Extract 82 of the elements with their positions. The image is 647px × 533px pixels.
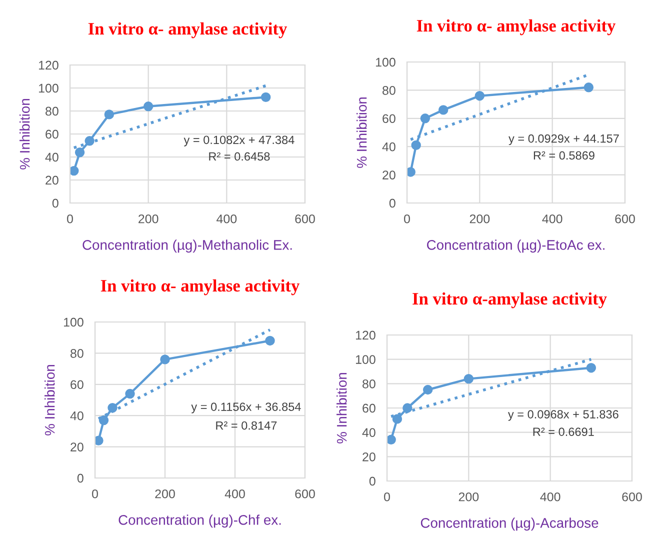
point bbox=[160, 354, 170, 364]
y-tick-label: 0 bbox=[389, 198, 396, 208]
y-tick-label: 60 bbox=[362, 404, 376, 413]
chart-title: In vitro α- amylase activity bbox=[100, 279, 300, 296]
x-tick-label: 400 bbox=[540, 492, 560, 502]
y-tick-label: 40 bbox=[70, 411, 84, 420]
y-tick-label: 20 bbox=[46, 176, 58, 185]
point bbox=[464, 374, 474, 384]
point bbox=[402, 403, 412, 413]
point bbox=[98, 415, 109, 426]
annotation: y = 0.1156x + 36.854 bbox=[191, 402, 301, 414]
point bbox=[474, 90, 485, 101]
x-tick-label: 0 bbox=[404, 214, 410, 224]
y-tick-label: 60 bbox=[70, 380, 84, 390]
point bbox=[95, 436, 104, 446]
y-tick-label: 80 bbox=[46, 106, 58, 116]
point bbox=[420, 114, 430, 124]
annotation: R² = 0.6458 bbox=[209, 152, 270, 161]
point bbox=[125, 388, 135, 399]
point bbox=[387, 434, 396, 444]
y-tick-label: 40 bbox=[362, 428, 376, 437]
point bbox=[108, 402, 118, 413]
point bbox=[104, 110, 114, 120]
point bbox=[584, 82, 594, 92]
x-tick-label: 200 bbox=[458, 492, 479, 502]
x-axis-title: Concentration (µg)-Acarbose bbox=[420, 518, 598, 531]
annotation: R² = 0.5869 bbox=[534, 151, 594, 160]
y-axis-title: % Inhibition bbox=[44, 365, 55, 436]
chart-title: In vitro α-amylase activity bbox=[412, 292, 607, 308]
point bbox=[74, 148, 85, 158]
annotation: y = 0.0968x + 51.836 bbox=[508, 410, 618, 421]
point bbox=[265, 336, 275, 346]
y-tick-label: 40 bbox=[382, 142, 396, 152]
y-tick-label: 80 bbox=[362, 379, 376, 388]
y-tick-label: 100 bbox=[64, 318, 84, 327]
y-tick-label: 100 bbox=[38, 84, 58, 93]
y-axis-title: % Inhibition bbox=[356, 98, 367, 168]
x-tick-label: 600 bbox=[295, 489, 315, 498]
x-axis-title: Concentration (µg)-Chf ex. bbox=[118, 514, 281, 528]
point bbox=[143, 102, 154, 112]
y-tick-label: 120 bbox=[38, 60, 58, 70]
x-axis-title: Concentration (µg)-Methanolic Ex. bbox=[82, 240, 292, 253]
y-tick-label: 60 bbox=[46, 130, 58, 139]
x-tick-label: 400 bbox=[216, 214, 237, 224]
x-tick-label: 0 bbox=[92, 489, 98, 498]
chart-title: In vitro α- amylase activity bbox=[88, 22, 288, 38]
y-tick-label: 100 bbox=[356, 355, 376, 364]
y-axis-title: % Inhibition bbox=[336, 373, 347, 444]
y-tick-label: 80 bbox=[382, 86, 396, 95]
point bbox=[392, 414, 402, 424]
point bbox=[70, 166, 79, 176]
x-tick-label: 200 bbox=[138, 214, 158, 224]
annotation: R² = 0.6691 bbox=[533, 428, 594, 436]
x-tick-label: 600 bbox=[622, 492, 642, 502]
y-axis-title: % Inhibition bbox=[20, 99, 30, 170]
x-axis-title: Concentration (µg)-EtoAc ex. bbox=[427, 240, 604, 253]
point bbox=[586, 362, 596, 373]
y-tick-label: 40 bbox=[45, 152, 58, 162]
y-tick-label: 80 bbox=[70, 349, 84, 358]
annotation: y = 0.0929x + 44.157 bbox=[508, 134, 619, 146]
y-tick-label: 0 bbox=[77, 474, 84, 483]
y-tick-label: 20 bbox=[382, 170, 396, 180]
x-tick-label: 400 bbox=[224, 489, 245, 498]
y-tick-label: 20 bbox=[362, 452, 376, 462]
y-tick-label: 0 bbox=[369, 476, 376, 486]
point bbox=[411, 140, 421, 150]
point bbox=[260, 92, 271, 102]
x-tick-label: 600 bbox=[615, 214, 635, 224]
x-tick-label: 600 bbox=[295, 214, 315, 224]
point bbox=[422, 384, 433, 395]
y-tick-label: 60 bbox=[382, 114, 396, 124]
chart-title: In vitro α- amylase activity bbox=[416, 19, 616, 36]
point bbox=[438, 105, 448, 115]
y-tick-label: 0 bbox=[52, 198, 58, 208]
y-tick-label: 100 bbox=[376, 58, 396, 67]
x-tick-label: 200 bbox=[470, 214, 490, 224]
y-tick-label: 20 bbox=[70, 442, 84, 452]
annotation: y = 0.1082x + 47.384 bbox=[184, 136, 294, 146]
x-tick-label: 400 bbox=[542, 214, 562, 224]
x-tick-label: 200 bbox=[155, 489, 175, 498]
y-tick-label: 120 bbox=[356, 330, 376, 340]
annotation: R² = 0.8147 bbox=[216, 421, 277, 430]
